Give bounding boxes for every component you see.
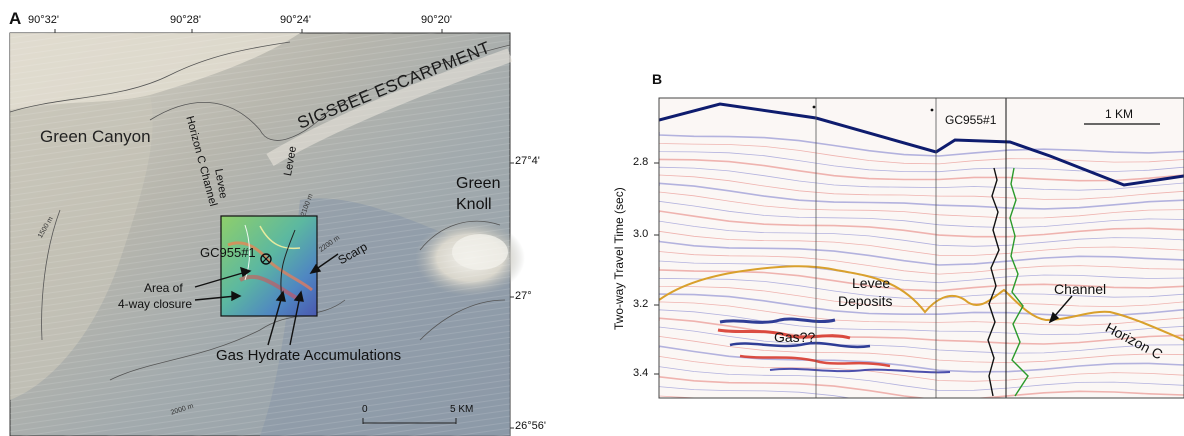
seismic-section bbox=[654, 97, 1184, 399]
gas-label: Gas?? bbox=[774, 329, 816, 345]
lon-tick-3: 90°24' bbox=[280, 14, 311, 26]
lat-tick-2: 27° bbox=[515, 290, 532, 302]
panel-b-seismic: B Two-way Travel Time (sec) 2.8 3.0 3.2 … bbox=[590, 0, 1184, 436]
reflector-line bbox=[659, 141, 1184, 165]
reflector-line bbox=[659, 276, 1184, 300]
reflector-line bbox=[659, 345, 1184, 373]
green-knoll-label-1: Green bbox=[456, 175, 501, 192]
reflector-line bbox=[659, 191, 1184, 219]
panel-a-letter: A bbox=[9, 9, 22, 28]
reflector-line bbox=[659, 210, 1184, 238]
reflector-line bbox=[659, 335, 1184, 364]
well-label: GC955#1 bbox=[200, 245, 256, 260]
lat-tick-1: 27°4' bbox=[515, 155, 540, 167]
reflector-line bbox=[659, 200, 1184, 229]
green-knoll-label-2: Knoll bbox=[456, 196, 492, 213]
reflector-line bbox=[659, 293, 1184, 317]
bathymetry-map bbox=[9, 29, 525, 436]
closure-label-2: 4-way closure bbox=[118, 297, 193, 311]
lon-tick-1: 90°32' bbox=[28, 14, 59, 26]
reflector-line bbox=[659, 384, 853, 398]
reflector-line bbox=[659, 174, 1184, 200]
reflector-line bbox=[659, 182, 1184, 210]
reflector-line bbox=[659, 230, 1184, 256]
scale-bar-label: 1 KM bbox=[1105, 107, 1134, 121]
scale-bar-5km: 5 KM bbox=[450, 404, 474, 415]
reflector-line bbox=[659, 326, 1184, 354]
reflector-line bbox=[659, 317, 1184, 345]
reflector-line bbox=[659, 249, 1184, 275]
levee-deposits-label-1: Levee bbox=[852, 275, 891, 291]
reflector-line bbox=[659, 355, 1184, 382]
y-tick-3-2: 3.2 bbox=[633, 298, 649, 310]
reflector-line bbox=[659, 220, 1184, 247]
closure-label-1: Area of bbox=[144, 281, 183, 295]
reflector-line bbox=[659, 166, 1184, 191]
y-tick-2-8: 2.8 bbox=[633, 156, 649, 168]
reflector-line bbox=[659, 375, 1184, 398]
panel-a-map: A 90°32' 90°28' 90°24' 90°20' 27°4' 27° … bbox=[0, 0, 560, 436]
y-tick-3-4: 3.4 bbox=[633, 367, 649, 379]
panel-b-letter: B bbox=[652, 71, 663, 87]
reflector-line bbox=[659, 132, 1184, 157]
scale-bar-zero: 0 bbox=[362, 404, 368, 415]
well-label-b: GC955#1 bbox=[943, 113, 999, 127]
y-tick-3-0: 3.0 bbox=[633, 228, 649, 240]
lon-tick-2: 90°28' bbox=[170, 14, 201, 26]
reflector-line bbox=[659, 301, 1184, 326]
reflector-line bbox=[659, 258, 1184, 284]
lon-tick-4: 90°20' bbox=[421, 14, 452, 26]
levee-deposits-label-2: Deposits bbox=[838, 293, 893, 309]
reflector-line bbox=[659, 309, 1184, 335]
gas-hydrate-label: Gas Hydrate Accumulations bbox=[216, 347, 402, 364]
green-canyon-label: Green Canyon bbox=[40, 127, 151, 146]
reflector-line bbox=[659, 240, 1184, 266]
lat-tick-3: 26°56' bbox=[515, 420, 546, 432]
channel-label-b: Channel bbox=[1054, 281, 1107, 297]
reflector-lines bbox=[659, 132, 1184, 398]
reflector-line bbox=[659, 285, 1184, 308]
reflector-line bbox=[659, 267, 1184, 292]
reflector-line bbox=[659, 366, 1184, 391]
reflector-line bbox=[659, 158, 1184, 182]
